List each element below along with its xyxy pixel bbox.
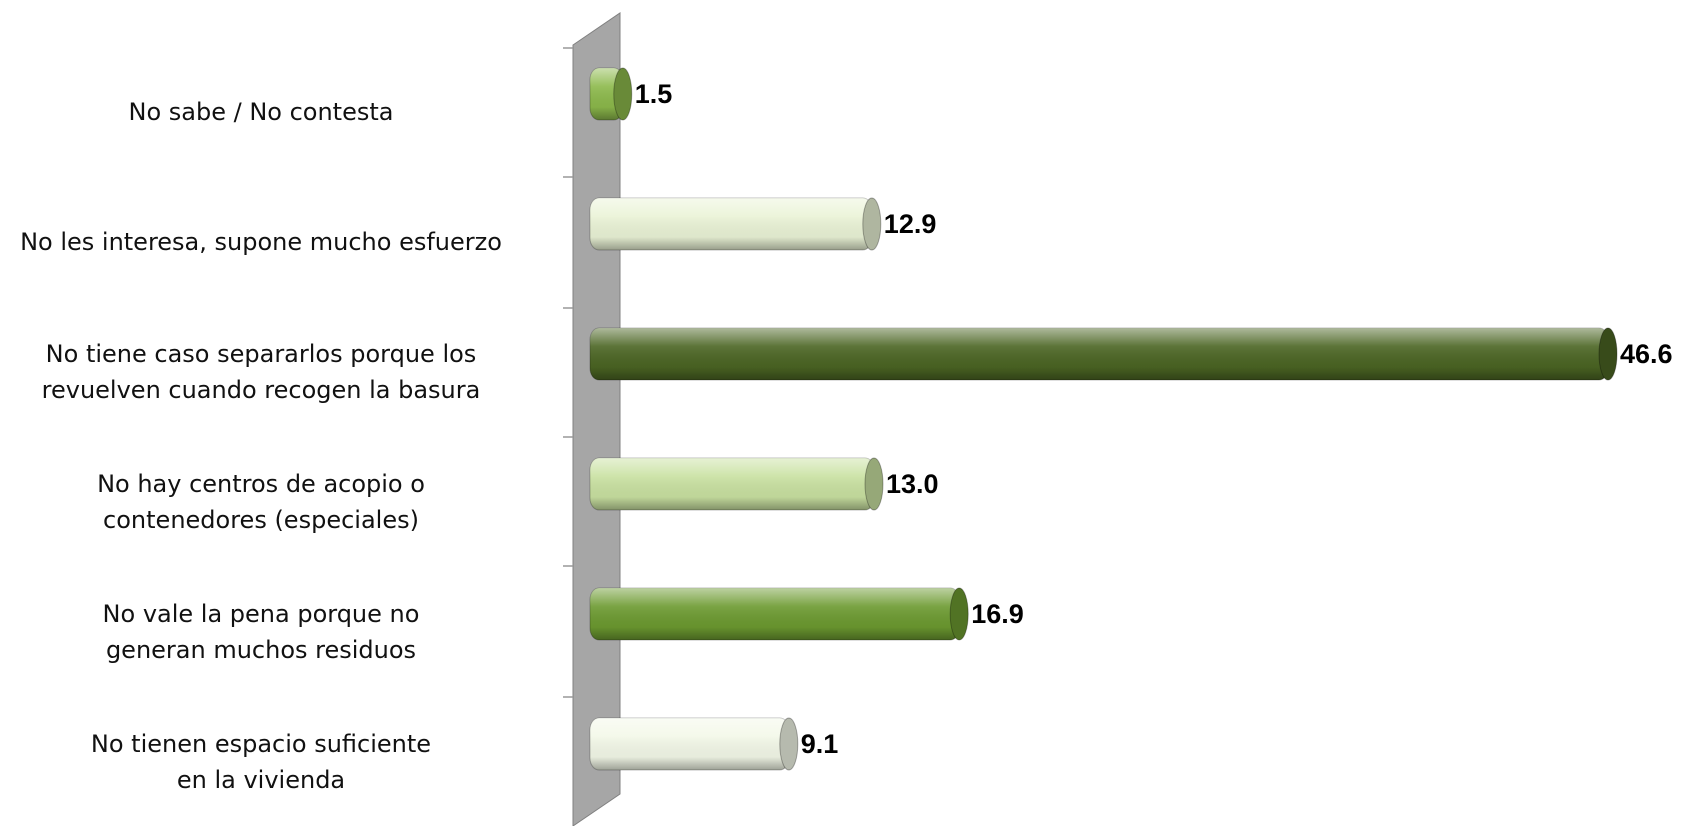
category-label: No sabe / No contesta xyxy=(128,98,394,126)
bar-cap-shade xyxy=(950,588,969,640)
category-label: No tiene caso separarlos porque los revu… xyxy=(41,340,481,404)
bar-cap-shade xyxy=(779,718,798,770)
axis-wall xyxy=(572,12,621,826)
value-label: 12.9 xyxy=(884,209,937,239)
bar-shade xyxy=(590,588,960,640)
value-label: 13.0 xyxy=(886,469,939,499)
bar-shade xyxy=(590,458,874,510)
category-label: No vale la pena porque no generan muchos… xyxy=(102,600,420,664)
category-label: No les interesa, supone mucho esfuerzo xyxy=(20,228,502,256)
value-label: 1.5 xyxy=(635,79,673,109)
axis-ticks xyxy=(563,47,573,698)
bar-shade xyxy=(590,68,623,120)
category-label: No hay centros de acopio o contenedores … xyxy=(97,470,425,534)
value-label: 16.9 xyxy=(971,599,1024,629)
value-label: 46.6 xyxy=(1620,339,1673,369)
bar-cap xyxy=(949,587,969,641)
bar-cap-shade xyxy=(862,198,881,250)
value-label: 9.1 xyxy=(801,729,839,759)
bar-cap xyxy=(613,67,633,121)
bar-cap-shade xyxy=(864,458,883,510)
bar-shade xyxy=(590,718,789,770)
bar-cap xyxy=(862,197,882,251)
bar-cap xyxy=(1598,327,1618,381)
bar-shade xyxy=(590,328,1608,380)
bar-cap xyxy=(864,457,884,511)
bar-cap-shade xyxy=(613,68,632,120)
bar-shade xyxy=(590,198,872,250)
bar-cap-shade xyxy=(1599,328,1617,380)
bar-cap xyxy=(779,717,799,771)
category-label: No tienen espacio suficiente en la vivie… xyxy=(90,730,432,794)
